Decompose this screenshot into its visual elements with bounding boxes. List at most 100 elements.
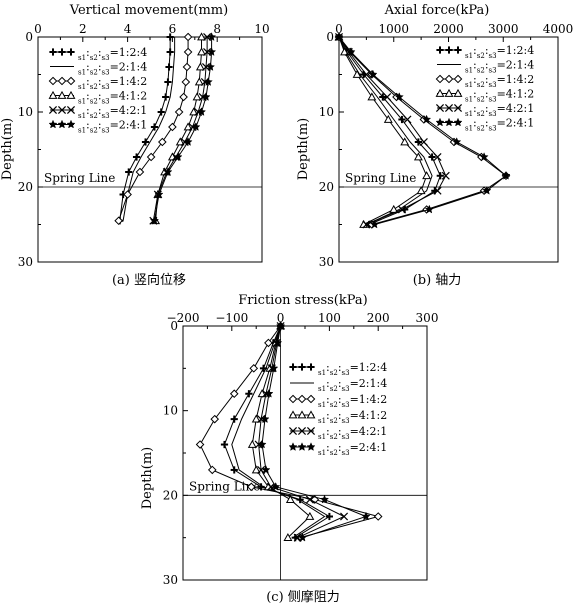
- panel-c-legend-item: Es1:Es2:Es3=1:4:2: [288, 393, 387, 409]
- panel-b-series-5-point: [433, 152, 442, 162]
- panel-b-series-1-point: [379, 93, 387, 101]
- panel-a-series-3-point: [179, 92, 188, 102]
- panel-b-legend-marker: [453, 88, 463, 97]
- panel-c-series-1-point: [230, 466, 238, 474]
- panel-a-caption: (a) 竖向位移: [112, 272, 186, 288]
- panel-c-series-3-point: [373, 512, 383, 521]
- panel-b-legend-marker: [435, 88, 445, 97]
- panel-c-xtick-label: −100: [215, 311, 248, 325]
- panel-b-legend-item: Es1:Es2:Es3=4:2:1: [435, 102, 534, 118]
- panel-b-series-5-point: [433, 186, 442, 195]
- panel-a-series-3-point: [146, 152, 156, 162]
- panel-b-caption: (b) 轴力: [413, 273, 462, 288]
- panel-a-xtick-label: 6: [169, 22, 177, 36]
- panel-a-series-6-point: [163, 167, 173, 176]
- panel-b-series-5-point: [403, 115, 412, 124]
- panel-a-series-1-point: [141, 138, 150, 146]
- panel-a-series-6-point: [205, 62, 216, 71]
- panel-b-series-4-point: [413, 152, 423, 161]
- panel-a-series-4-point: [175, 137, 185, 146]
- panel-c-friction-stress: Friction stress(kPa) Depth(m) (c) 侧摩阻力 −…: [140, 293, 438, 605]
- panel-c-series-4-point: [251, 414, 261, 423]
- panel-c-legend: Es1:Es2:Es3=1:2:4Es1:Es2:Es3=2:1:4Es1:Es…: [288, 361, 387, 457]
- panel-a-series-3-point: [168, 122, 177, 132]
- panel-b-legend-item: Es1:Es2:Es3=2:4:1: [435, 117, 534, 133]
- panel-b-xtick-label: 2000: [433, 22, 464, 36]
- panel-c-legend-item: Es1:Es2:Es3=2:4:1: [288, 441, 387, 457]
- panel-a-series-6-point: [183, 137, 193, 146]
- panel-a-series-1-point: [132, 153, 141, 161]
- panel-a-series-1: [116, 33, 174, 225]
- panel-b-legend-marker: [454, 46, 462, 54]
- panel-b-legend-marker: [444, 88, 454, 97]
- panel-b-axial-force: Axial force(kPa) Depth(m) (b) 轴力 0 1000 20…: [296, 3, 573, 288]
- panel-b-series-6-point: [482, 185, 492, 195]
- panel-b-legend-marker: [445, 46, 453, 54]
- panel-b-series-6-point: [334, 32, 344, 41]
- panel-c-series-6-point: [271, 482, 281, 491]
- panel-b-series-5-point: [362, 220, 371, 229]
- panel-c-ytick-label: 0: [170, 319, 178, 333]
- panel-b-series-6-point: [424, 204, 434, 214]
- panel-a-series-3-point: [135, 167, 145, 177]
- panel-c-series-5-point: [305, 495, 314, 504]
- panel-a-series-1-point: [164, 78, 172, 86]
- panel-a-series-2-line: [122, 37, 176, 221]
- panel-b-series-4-point: [422, 171, 432, 180]
- panel-c-series-4-point: [247, 439, 257, 448]
- panel-c-series-3-point: [229, 389, 239, 399]
- panel-b-series-4-point: [389, 204, 399, 213]
- panel-a-series-3-point: [183, 32, 193, 42]
- panel-a-series-1-point: [166, 33, 174, 41]
- panel-a-series-3-point: [181, 77, 191, 87]
- panel-b-series-2: [338, 36, 433, 225]
- panel-b-ytick-label: 30: [319, 255, 334, 269]
- panel-a-series-4-point: [189, 107, 199, 116]
- panel-b-legend-marker: [435, 103, 445, 113]
- panel-c-legend-label: Es1:Es2:Es3=2:4:1: [318, 441, 387, 457]
- panel-a-series-6-point: [196, 107, 207, 116]
- panel-a-series-3-point: [114, 216, 123, 226]
- panel-c-series-6-point: [261, 465, 271, 474]
- panel-b-title: Axial force(kPa): [384, 3, 490, 18]
- panel-a-series-1-point: [165, 63, 173, 71]
- panel-c-series-3-point: [264, 338, 273, 348]
- panel-b-xtick-label: 3000: [488, 22, 519, 36]
- panel-b-series-5-point: [383, 92, 392, 102]
- panel-c-legend-marker: [288, 394, 298, 404]
- panel-c-legend-marker: [306, 394, 316, 404]
- panel-a-legend-marker: [48, 90, 58, 99]
- panel-a-series-2: [122, 37, 176, 221]
- panel-c-series-6: [257, 321, 371, 542]
- panel-c-series-1: [220, 322, 333, 542]
- panel-c-ytick-label: 10: [163, 404, 178, 418]
- panel-c-legend-label: Es1:Es2:Es3=1:2:4: [318, 361, 387, 377]
- panel-b-xtick-label: 1000: [378, 22, 409, 36]
- panel-c-series-6-point: [361, 511, 371, 521]
- panel-c-series-4-point: [251, 465, 261, 474]
- panel-a-xtick-label: 10: [254, 22, 269, 36]
- panel-b-series-5: [334, 32, 450, 229]
- panel-a-series-4-point: [195, 62, 205, 71]
- panel-a-series-6-point: [206, 47, 217, 56]
- panel-c-legend-item: Es1:Es2:Es3=2:1:4: [290, 377, 387, 393]
- panel-a-legend-marker: [57, 90, 67, 99]
- panel-b-spring-line-label: Spring Line: [345, 171, 416, 185]
- panel-a-legend-marker: [49, 48, 57, 56]
- panel-a-legend-marker: [48, 119, 58, 129]
- panel-b-series-1: [335, 33, 444, 229]
- panel-c-caption: (c) 侧摩阻力: [266, 589, 340, 605]
- panel-b-series-6-point: [346, 47, 356, 56]
- panel-b-series-4-point: [340, 47, 349, 56]
- panel-b-series-6-point: [421, 114, 432, 124]
- panel-b-series-2-line: [338, 36, 433, 225]
- panel-a-legend-marker: [67, 48, 75, 56]
- panel-a-series-4-point: [183, 122, 193, 131]
- panel-c-legend-marker: [297, 442, 307, 451]
- panel-b-series-6-point: [479, 152, 489, 161]
- panel-c-legend-marker: [306, 410, 316, 419]
- panel-b-legend-marker: [453, 103, 463, 113]
- panel-c-ytick-label: 30: [163, 573, 178, 587]
- panel-c-legend-marker: [288, 426, 298, 436]
- panel-a-ytick-label: 20: [18, 180, 33, 194]
